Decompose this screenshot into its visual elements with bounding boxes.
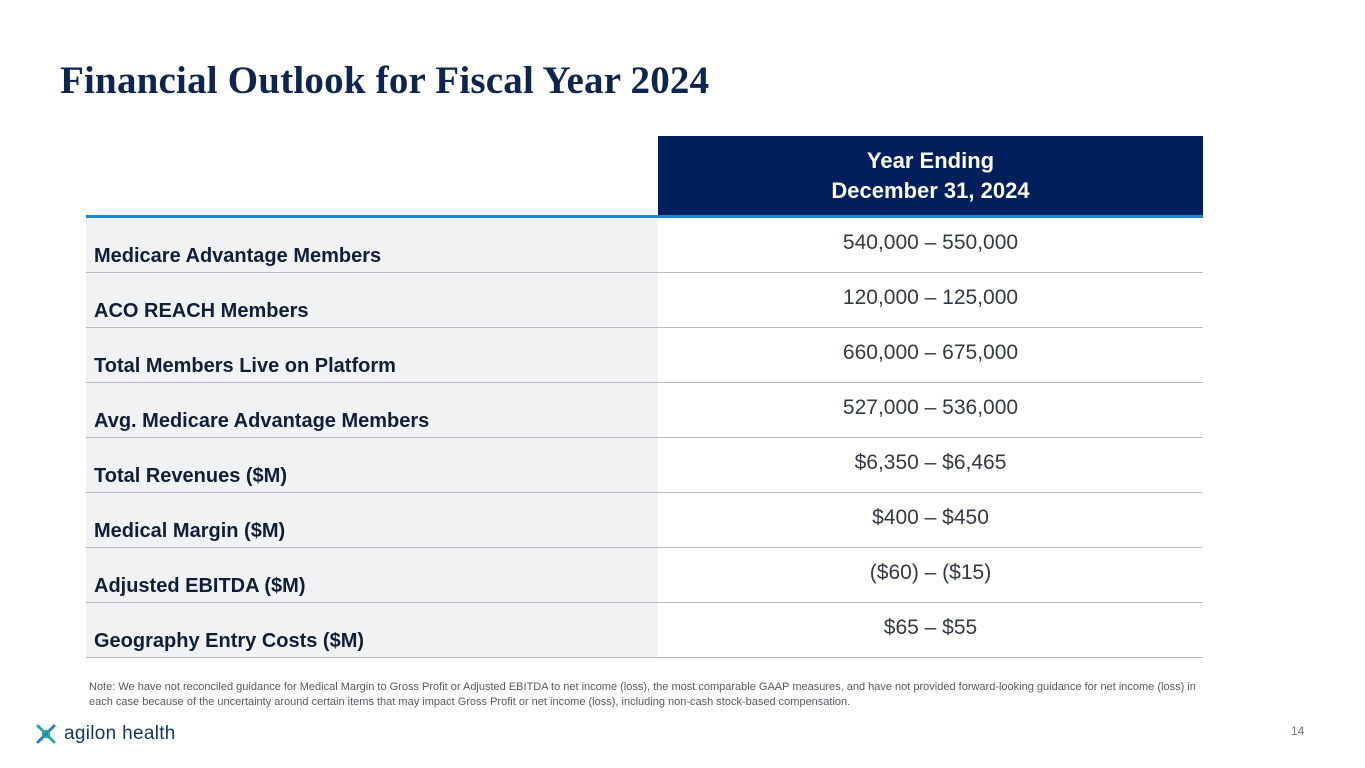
year-ending-header: Year Ending December 31, 2024 (658, 136, 1203, 215)
row-value: $65 – $55 (883, 616, 978, 639)
row-value: $400 – $450 (872, 506, 989, 529)
row-value: $6,350 – $6,465 (854, 451, 1007, 474)
header-line-2: December 31, 2024 (831, 177, 1030, 203)
agilon-x-icon (36, 724, 56, 744)
row-label: Total Members Live on Platform (86, 328, 658, 382)
row-value: 660,000 – 675,000 (842, 341, 1019, 364)
logo-text: agilon health (64, 723, 176, 744)
page-title: Financial Outlook for Fiscal Year 2024 (60, 59, 710, 102)
row-label: Geography Entry Costs ($M) (86, 603, 658, 657)
row-label: ACO REACH Members (86, 273, 658, 327)
footnote: Note: We have not reconciled guidance fo… (89, 681, 1196, 708)
row-value: 540,000 – 550,000 (842, 231, 1019, 254)
table-row: Total Members Live on Platform 660,000 –… (86, 328, 1203, 382)
row-value: 120,000 – 125,000 (842, 286, 1019, 309)
row-divider (86, 492, 1203, 493)
company-logo: agilon health (34, 722, 176, 746)
outlook-table: Year Ending December 31, 2024 Medicare A… (86, 136, 1203, 658)
row-divider (86, 327, 1203, 328)
row-label: Total Revenues ($M) (86, 438, 658, 492)
table-row: Adjusted EBITDA ($M) ($60) – ($15) (86, 548, 1203, 602)
row-divider (86, 657, 1203, 658)
row-label: Medicare Advantage Members (86, 218, 658, 272)
row-divider (86, 437, 1203, 438)
table-row: Medical Margin ($M) $400 – $450 (86, 493, 1203, 547)
row-divider (86, 602, 1203, 603)
table-header-row: Year Ending December 31, 2024 (86, 136, 1203, 218)
table-row: Geography Entry Costs ($M) $65 – $55 (86, 603, 1203, 657)
table-row: Medicare Advantage Members 540,000 – 550… (86, 218, 1203, 272)
table-row: Total Revenues ($M) $6,350 – $6,465 (86, 438, 1203, 492)
row-value: ($60) – ($15) (869, 561, 992, 584)
table-row: Avg. Medicare Advantage Members 527,000 … (86, 383, 1203, 437)
row-value: 527,000 – 536,000 (842, 396, 1019, 419)
row-label: Medical Margin ($M) (86, 493, 658, 547)
row-divider (86, 272, 1203, 273)
header-accent-line (86, 215, 1203, 218)
table-row: ACO REACH Members 120,000 – 125,000 (86, 273, 1203, 327)
row-label: Avg. Medicare Advantage Members (86, 383, 658, 437)
row-divider (86, 547, 1203, 548)
page-number: 14 (1291, 724, 1305, 738)
row-divider (86, 382, 1203, 383)
row-label: Adjusted EBITDA ($M) (86, 548, 658, 602)
header-line-1: Year Ending (866, 147, 995, 173)
